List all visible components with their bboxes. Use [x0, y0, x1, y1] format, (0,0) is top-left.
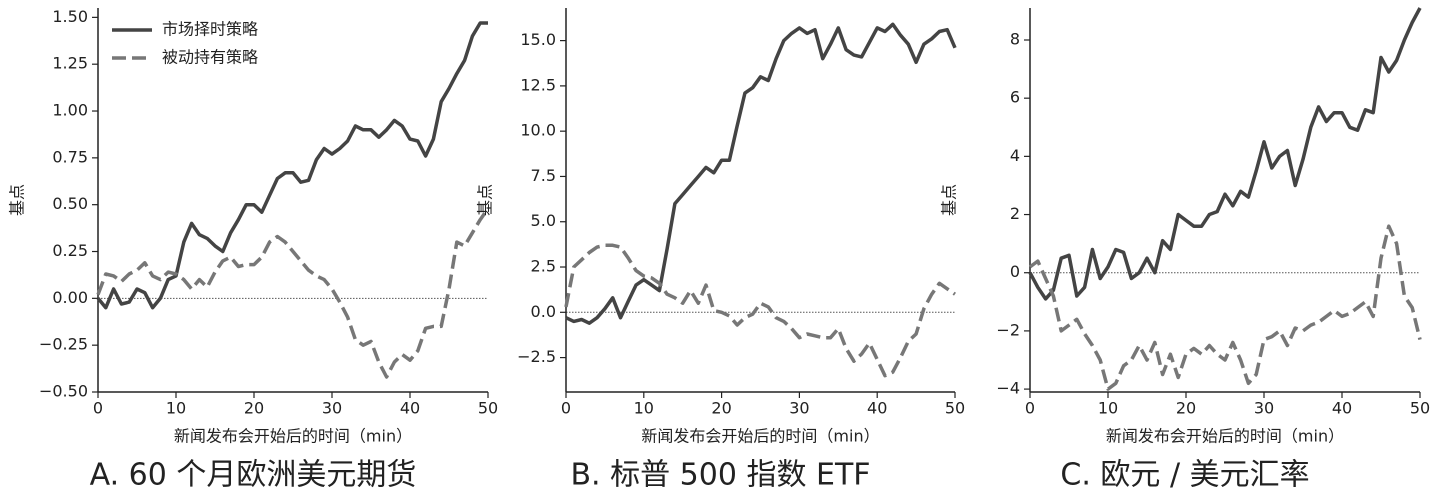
x-tick-label: 30 [1254, 399, 1274, 418]
x-tick-label: 20 [244, 399, 264, 418]
x-tick-label: 10 [1098, 399, 1118, 418]
y-tick-label: 0.00 [52, 288, 88, 307]
chart-title: A. 60 个月欧洲美元期货 [90, 458, 417, 493]
y-tick-label: −0.25 [39, 335, 88, 354]
y-tick-label: 0.75 [52, 147, 88, 166]
x-tick-label: 40 [400, 399, 420, 418]
x-tick-label: 40 [867, 399, 887, 418]
y-tick-label: 0.25 [52, 241, 88, 260]
y-tick-label: 1.00 [52, 101, 88, 120]
x-tick-label: 10 [634, 399, 654, 418]
y-tick-label: 1.25 [52, 54, 88, 73]
y-tick-label: −4 [996, 379, 1020, 398]
data-line [96, 207, 490, 379]
x-tick-label: 50 [1410, 399, 1430, 418]
y-tick-label: 0 [1010, 262, 1020, 281]
x-tick-label: 30 [789, 399, 809, 418]
y-tick-label: 6 [1010, 88, 1020, 107]
x-axis-label: 新闻发布会开始后的时间（min） [1106, 427, 1344, 446]
y-tick-label: 10.0 [520, 121, 556, 140]
y-tick-label: 1.50 [52, 7, 88, 26]
data-line [565, 22, 957, 325]
x-axis-label: 新闻发布会开始后的时间（min） [174, 427, 412, 446]
chart-title: B. 标普 500 指数 ETF [570, 458, 870, 493]
x-tick-label: 10 [166, 399, 186, 418]
y-axis-label: 基点 [940, 184, 959, 216]
y-tick-label: 5.0 [531, 211, 556, 230]
data-line [564, 243, 956, 378]
data-line [1028, 7, 1422, 301]
legend-label: 市场择时策略 [162, 20, 258, 39]
x-tick-label: 20 [711, 399, 731, 418]
y-axis-label: 基点 [476, 184, 495, 216]
y-axis-label: 基点 [8, 184, 27, 216]
y-tick-label: 0.50 [52, 194, 88, 213]
x-tick-label: 0 [561, 399, 571, 418]
y-tick-label: 2.5 [531, 257, 556, 276]
legend-label: 被动持有策略 [162, 48, 258, 67]
y-tick-label: 15.0 [520, 30, 556, 49]
x-tick-label: 50 [478, 399, 498, 418]
y-tick-label: 12.5 [520, 75, 556, 94]
x-tick-label: 20 [1176, 399, 1196, 418]
data-line [1028, 224, 1422, 391]
y-tick-label: −2 [996, 320, 1020, 339]
y-tick-label: 7.5 [531, 166, 556, 185]
chart-title: C. 欧元 / 美元汇率 [1060, 458, 1309, 493]
x-tick-label: 40 [1332, 399, 1352, 418]
y-tick-label: −0.50 [39, 382, 88, 401]
y-tick-label: 4 [1010, 146, 1020, 165]
x-tick-label: 0 [1025, 399, 1035, 418]
x-tick-label: 50 [945, 399, 965, 418]
x-axis-label: 新闻发布会开始后的时间（min） [641, 427, 879, 446]
data-line [96, 21, 488, 310]
x-tick-label: 0 [93, 399, 103, 418]
y-tick-label: −2.5 [517, 347, 556, 366]
y-tick-label: 8 [1010, 30, 1020, 49]
x-tick-label: 30 [322, 399, 342, 418]
y-tick-label: 0.0 [531, 302, 556, 321]
y-tick-label: 2 [1010, 204, 1020, 223]
